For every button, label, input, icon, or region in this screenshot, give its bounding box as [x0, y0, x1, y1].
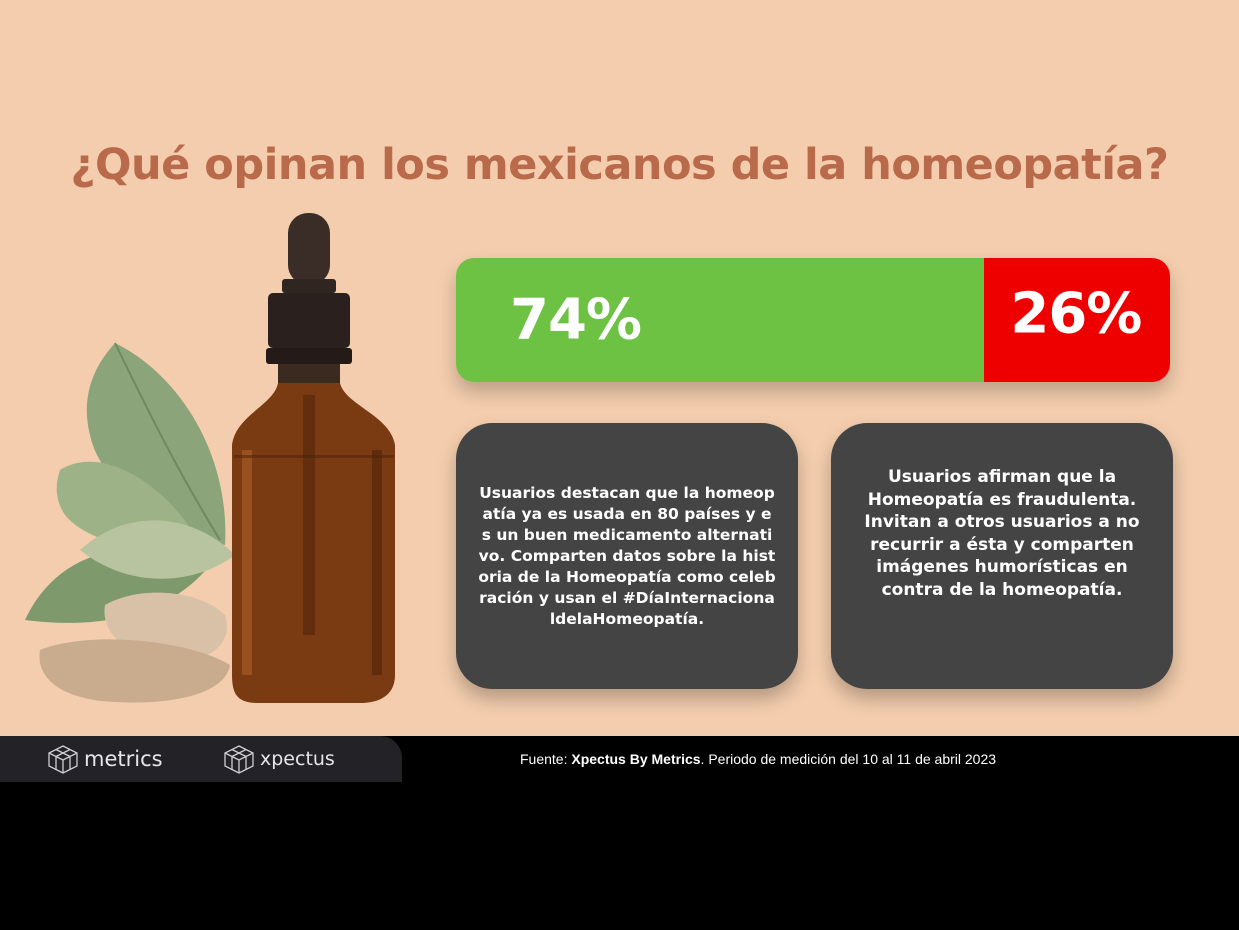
- source-note: Fuente: Xpectus By Metrics. Periodo de m…: [520, 751, 996, 767]
- negative-percent: 26%: [1010, 281, 1142, 347]
- negative-opinion-text: Usuarios afirman que la Homeopatía es fr…: [864, 467, 1140, 600]
- positive-opinion-card: Usuarios destacan que la homeopatía ya e…: [456, 423, 798, 689]
- cube-logo-icon: [224, 745, 254, 774]
- positive-segment: 74%: [456, 258, 985, 382]
- infographic-panel: ¿Qué opinan los mexicanos de la homeopat…: [0, 0, 1239, 736]
- eucalyptus-leaf-icon: [86, 343, 226, 545]
- dropper-bottle-illustration: [25, 213, 395, 703]
- positive-opinion-text: Usuarios destacan que la homeopatía ya e…: [478, 483, 776, 628]
- brand-bar: metrics xpectus: [0, 736, 402, 782]
- brand-xpectus-name: xpectus: [260, 748, 335, 770]
- negative-opinion-card: Usuarios afirman que la Homeopatía es fr…: [831, 423, 1173, 689]
- rock-icon: [39, 639, 231, 703]
- cube-logo-icon: [48, 745, 78, 774]
- brand-xpectus: xpectus: [222, 744, 335, 774]
- page-title: ¿Qué opinan los mexicanos de la homeopat…: [70, 140, 1169, 190]
- source-name: Xpectus By Metrics: [571, 751, 701, 767]
- brand-metrics: metrics: [46, 744, 163, 774]
- source-prefix: Fuente:: [520, 751, 572, 767]
- brand-metrics-name: metrics: [84, 747, 163, 771]
- positive-percent: 74%: [510, 287, 642, 353]
- eucalyptus-leaf-icon: [80, 520, 235, 579]
- sentiment-bar: 74% 26%: [456, 258, 1170, 382]
- source-suffix: . Periodo de medición del 10 al 11 de ab…: [700, 751, 997, 767]
- negative-segment: 26%: [984, 258, 1170, 382]
- dropper-bulb-icon: [288, 213, 330, 285]
